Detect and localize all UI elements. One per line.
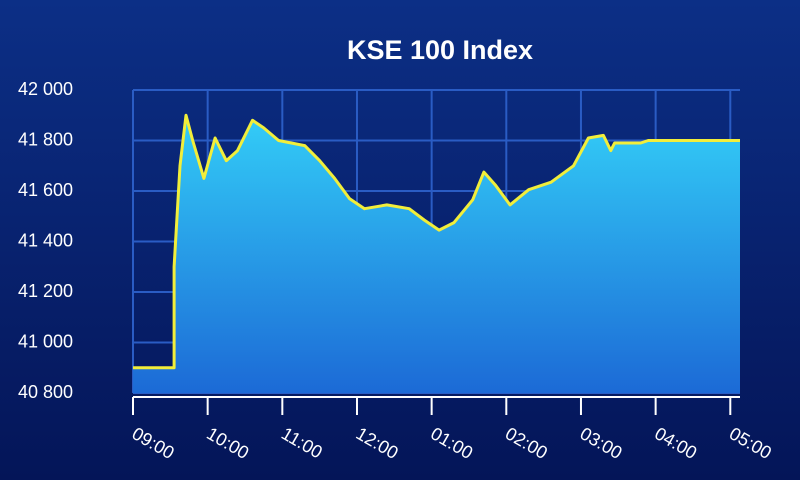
y-tick-label: 41 400 — [18, 230, 73, 250]
y-tick-label: 41 000 — [18, 331, 73, 351]
area-fill — [133, 115, 740, 394]
y-tick-label: 41 600 — [18, 180, 73, 200]
y-tick-label: 41 800 — [18, 129, 73, 149]
y-tick-label: 41 200 — [18, 281, 73, 301]
chart-title: KSE 100 Index — [347, 35, 533, 65]
line — [133, 113, 740, 370]
y-tick-label: 40 800 — [18, 382, 73, 402]
y-tick-label: 42 000 — [18, 79, 73, 99]
